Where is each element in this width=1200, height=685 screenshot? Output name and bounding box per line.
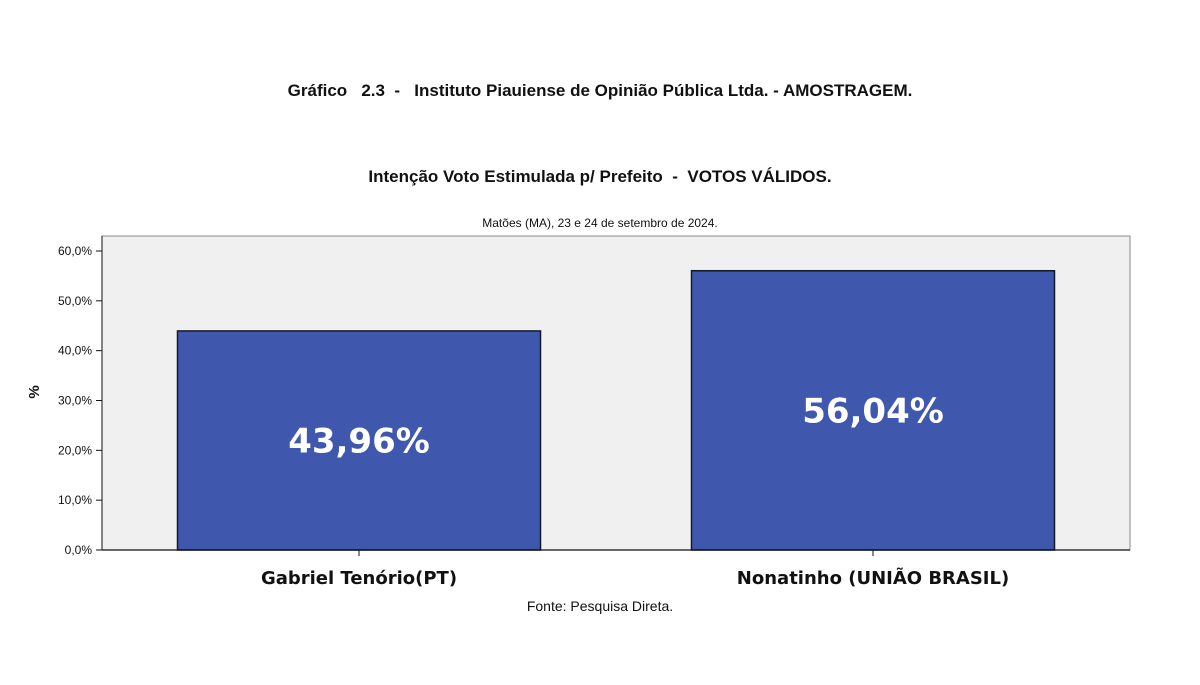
y-tick-label: 20,0% bbox=[58, 443, 92, 457]
chart-subtitle: Intenção Voto Estimulada p/ Prefeito - V… bbox=[368, 167, 832, 186]
y-tick-label: 40,0% bbox=[58, 344, 92, 358]
chart-title: Gráfico 2.3 - Instituto Piauiense de Opi… bbox=[287, 81, 913, 100]
y-tick-label: 0,0% bbox=[65, 543, 93, 557]
y-axis-label: % bbox=[26, 385, 43, 398]
y-axis: 0,0% 10,0% 20,0% 30,0% 40,0% 50,0% 60,0% bbox=[58, 236, 103, 557]
bar-value-label: 43,96% bbox=[288, 421, 430, 461]
bar-value-label: 56,04% bbox=[802, 391, 944, 431]
bar bbox=[690, 269, 1056, 551]
x-tick-label: Nonatinho (UNIÃO BRASIL) bbox=[737, 566, 1009, 589]
x-axis: Gabriel Tenório(PT) Nonatinho (UNIÃO BRAS… bbox=[102, 549, 1130, 589]
bar bbox=[176, 330, 542, 551]
bars: 43,96% 56,04% bbox=[176, 269, 1056, 551]
source-note: Fonte: Pesquisa Direta. bbox=[526, 598, 674, 614]
chart-note: Matões (MA), 23 e 24 de setembro de 2024… bbox=[482, 216, 718, 230]
y-tick-label: 10,0% bbox=[58, 493, 92, 507]
y-tick-label: 30,0% bbox=[58, 394, 92, 408]
y-tick-label: 50,0% bbox=[58, 294, 92, 308]
y-tick-label: 60,0% bbox=[58, 244, 92, 258]
x-tick-label: Gabriel Tenório(PT) bbox=[261, 568, 457, 589]
